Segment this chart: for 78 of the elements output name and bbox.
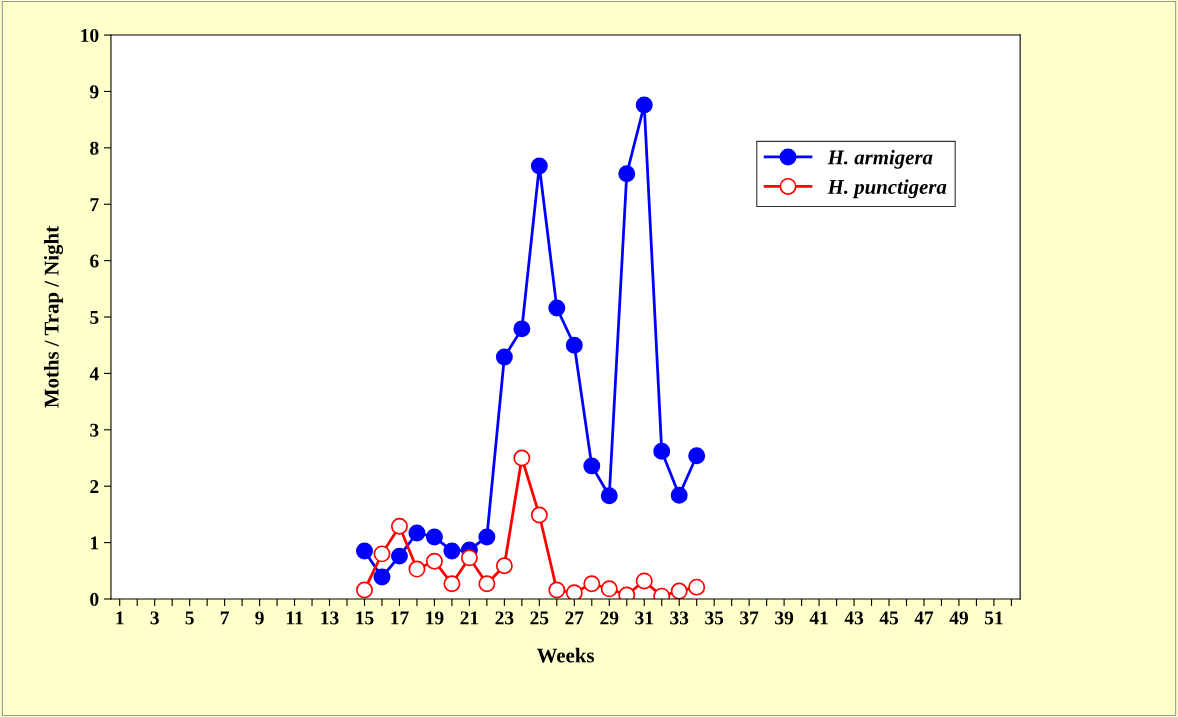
point bbox=[390, 547, 408, 565]
point bbox=[635, 572, 653, 590]
x-tick-label: 1 bbox=[116, 611, 124, 625]
point bbox=[495, 348, 513, 366]
point bbox=[495, 557, 513, 575]
point bbox=[425, 552, 443, 570]
x-tick-label: 3 bbox=[150, 611, 159, 625]
point bbox=[356, 581, 373, 599]
x-tick-label: 33 bbox=[670, 611, 689, 625]
x-tick-label: 51 bbox=[984, 611, 1003, 625]
x-tick-label: 35 bbox=[705, 611, 724, 625]
x-tick-label: 9 bbox=[255, 611, 264, 625]
x-tick-label: 15 bbox=[356, 611, 374, 625]
x-axis-title: Weeks bbox=[536, 647, 594, 663]
x-tick-label: 37 bbox=[740, 611, 759, 625]
point bbox=[635, 96, 653, 114]
point bbox=[670, 486, 688, 504]
point bbox=[513, 449, 531, 467]
legend-label: H. punctigera bbox=[827, 179, 947, 199]
x-tick-label: 29 bbox=[600, 611, 619, 625]
x-tick-label: 5 bbox=[185, 611, 194, 625]
legend-label: H. armigera bbox=[827, 149, 933, 169]
point bbox=[530, 157, 548, 175]
point bbox=[478, 575, 496, 593]
point bbox=[373, 568, 391, 586]
x-tick-label: 13 bbox=[321, 611, 339, 625]
x-tick-label: 39 bbox=[775, 611, 794, 625]
point bbox=[688, 447, 706, 465]
point bbox=[408, 560, 426, 578]
point bbox=[600, 580, 618, 598]
point bbox=[390, 517, 408, 535]
x-tick-label: 49 bbox=[949, 611, 968, 625]
x-tick-label: 19 bbox=[426, 611, 444, 625]
y-tick-label: 5 bbox=[90, 311, 99, 324]
x-tick-label: 17 bbox=[391, 611, 409, 625]
x-tick-label: 43 bbox=[844, 611, 864, 625]
y-tick-label: 8 bbox=[90, 141, 99, 155]
y-tick-label: 10 bbox=[81, 28, 99, 42]
point bbox=[443, 575, 461, 593]
point bbox=[618, 165, 636, 183]
x-tick-label: 25 bbox=[530, 611, 549, 625]
point bbox=[530, 506, 548, 524]
point bbox=[565, 336, 583, 354]
x-tick-label: 41 bbox=[809, 611, 828, 625]
point bbox=[583, 457, 601, 475]
x-tick-label: 31 bbox=[635, 611, 653, 625]
point bbox=[688, 578, 706, 596]
x-tick-label: 11 bbox=[286, 611, 303, 625]
point bbox=[600, 487, 618, 505]
y-tick-label: 9 bbox=[89, 85, 99, 99]
point bbox=[653, 442, 671, 460]
point bbox=[443, 542, 461, 560]
y-tick-label: 2 bbox=[90, 480, 99, 493]
y-axis-title: Moths / Trap / Night bbox=[43, 226, 64, 408]
y-tick-label: 0 bbox=[90, 592, 99, 606]
y-tick-label: 7 bbox=[90, 198, 99, 211]
y-tick-label: 1 bbox=[91, 536, 99, 550]
point bbox=[425, 528, 443, 546]
x-tick-label: 47 bbox=[914, 611, 934, 625]
x-tick-label: 7 bbox=[220, 611, 229, 625]
x-tick-label: 23 bbox=[495, 611, 514, 625]
point bbox=[548, 581, 566, 599]
point bbox=[356, 542, 373, 560]
y-tick-label: 6 bbox=[90, 254, 99, 268]
point bbox=[373, 545, 391, 563]
point bbox=[548, 299, 566, 317]
x-tick-label: 27 bbox=[565, 611, 584, 625]
point bbox=[583, 575, 601, 593]
point bbox=[670, 582, 688, 599]
point bbox=[565, 584, 583, 599]
y-tick-label: 4 bbox=[89, 367, 99, 381]
x-tick-label: 21 bbox=[460, 611, 479, 625]
point bbox=[408, 524, 426, 542]
point bbox=[513, 320, 531, 338]
y-tick-label: 3 bbox=[90, 423, 99, 437]
point bbox=[460, 549, 478, 567]
x-tick-label: 45 bbox=[879, 611, 899, 625]
point bbox=[478, 528, 496, 546]
